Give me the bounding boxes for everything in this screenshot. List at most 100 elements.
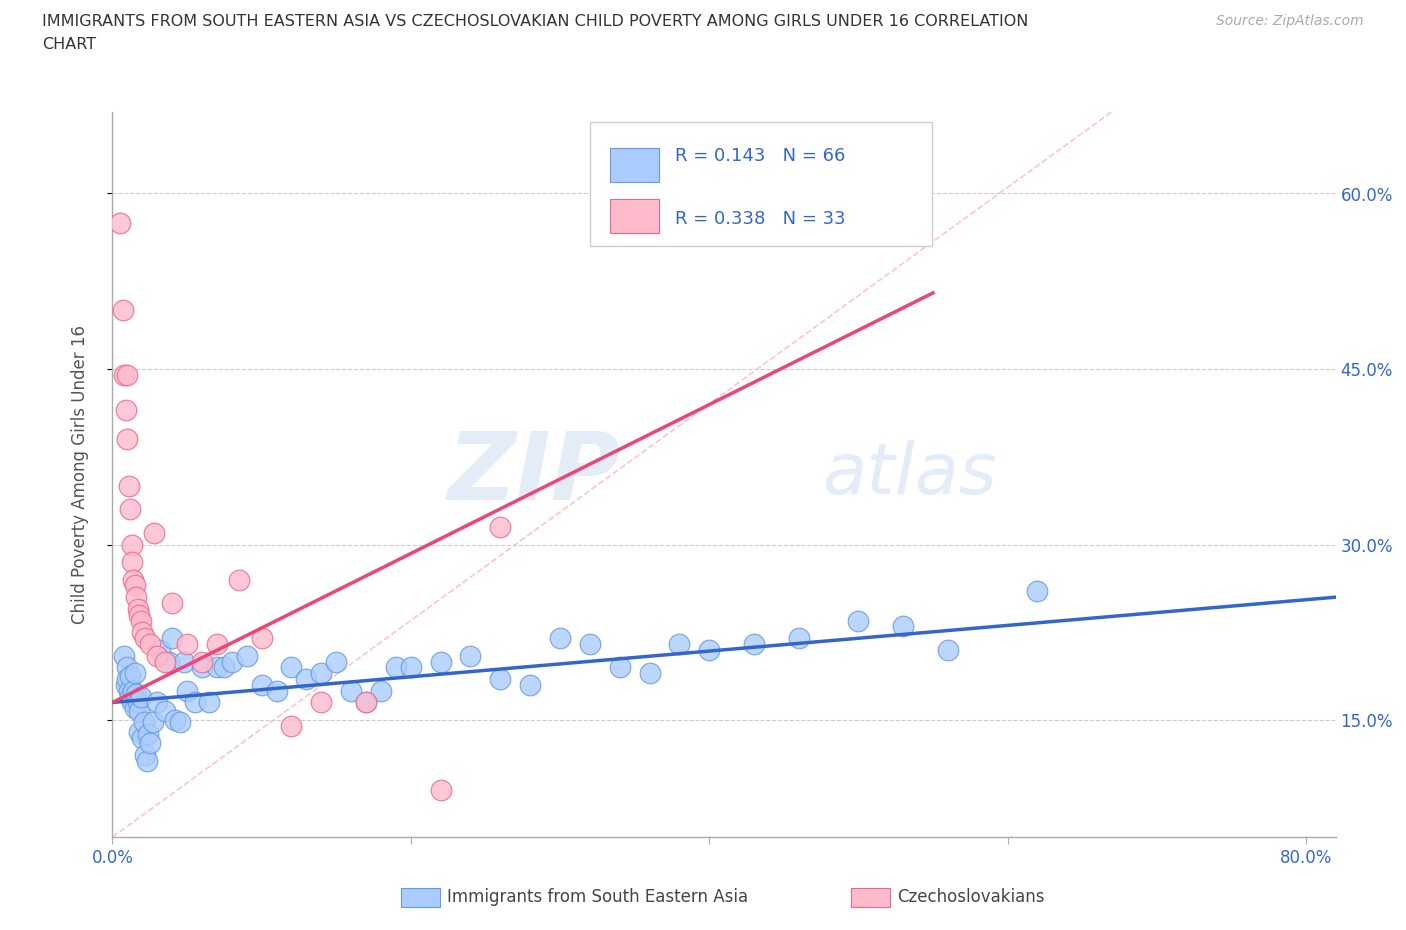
Point — [370, 684, 392, 698]
Point — [214, 660, 236, 675]
Point — [120, 502, 142, 517]
Point — [697, 643, 720, 658]
Point — [120, 689, 142, 704]
Point — [112, 648, 135, 663]
Point — [118, 479, 141, 494]
Point — [127, 602, 149, 617]
Point — [176, 636, 198, 651]
Point — [205, 660, 228, 675]
Point — [124, 701, 146, 716]
Text: R = 0.143   N = 66: R = 0.143 N = 66 — [675, 147, 845, 166]
Point — [548, 631, 571, 645]
Point — [129, 613, 152, 628]
Point — [354, 695, 377, 710]
Point — [149, 643, 172, 658]
Point — [489, 671, 512, 686]
Point — [153, 654, 176, 669]
Point — [429, 654, 451, 669]
Point — [579, 636, 602, 651]
Point — [128, 724, 150, 739]
Point — [117, 660, 139, 675]
Text: Source: ZipAtlas.com: Source: ZipAtlas.com — [1216, 14, 1364, 28]
Point — [198, 695, 221, 710]
Point — [295, 671, 318, 686]
Point — [429, 783, 451, 798]
Text: CHART: CHART — [42, 37, 96, 52]
Point — [638, 666, 661, 681]
Point — [139, 736, 162, 751]
Point — [936, 643, 959, 658]
Point — [235, 648, 257, 663]
Point — [668, 636, 690, 651]
Point — [311, 666, 333, 681]
Point — [117, 432, 139, 446]
Point — [846, 613, 869, 628]
Text: ZIP: ZIP — [447, 429, 620, 520]
Point — [280, 660, 302, 675]
Point — [385, 660, 408, 675]
Point — [160, 631, 183, 645]
Point — [325, 654, 347, 669]
Point — [266, 684, 288, 698]
Point — [787, 631, 810, 645]
Point — [146, 695, 169, 710]
Text: IMMIGRANTS FROM SOUTH EASTERN ASIA VS CZECHOSLOVAKIAN CHILD POVERTY AMONG GIRLS : IMMIGRANTS FROM SOUTH EASTERN ASIA VS CZ… — [42, 14, 1029, 29]
Point — [115, 677, 138, 692]
Text: R = 0.338   N = 33: R = 0.338 N = 33 — [675, 210, 846, 229]
Point — [132, 715, 155, 730]
Y-axis label: Child Poverty Among Girls Under 16: Child Poverty Among Girls Under 16 — [70, 325, 89, 624]
Point — [125, 590, 148, 604]
Point — [173, 654, 195, 669]
Point — [160, 595, 183, 610]
Point — [135, 753, 157, 768]
Point — [460, 648, 482, 663]
Point — [169, 715, 191, 730]
Point — [399, 660, 422, 675]
Point — [153, 703, 176, 718]
Point — [176, 684, 198, 698]
Point — [250, 631, 273, 645]
Point — [1026, 584, 1049, 599]
Point — [191, 660, 214, 675]
Point — [165, 712, 187, 727]
Point — [191, 654, 214, 669]
Point — [108, 216, 131, 231]
Point — [250, 677, 273, 692]
Point — [118, 684, 141, 698]
Point — [112, 367, 135, 382]
Point — [117, 671, 139, 686]
Point — [891, 619, 914, 634]
Point — [134, 748, 156, 763]
Point — [131, 730, 153, 745]
Point — [127, 695, 149, 710]
Point — [609, 660, 631, 675]
Point — [129, 689, 152, 704]
Point — [139, 636, 162, 651]
Point — [489, 520, 512, 535]
Point — [122, 684, 145, 698]
Point — [125, 687, 148, 702]
Bar — [610, 148, 659, 182]
Point — [354, 695, 377, 710]
Point — [519, 677, 541, 692]
Text: Immigrants from South Eastern Asia: Immigrants from South Eastern Asia — [447, 888, 748, 907]
Point — [143, 525, 166, 540]
Point — [136, 726, 159, 741]
Point — [146, 648, 169, 663]
Text: atlas: atlas — [823, 440, 997, 509]
Point — [183, 695, 205, 710]
Point — [131, 625, 153, 640]
Point — [340, 684, 363, 698]
Point — [120, 668, 142, 683]
Point — [205, 636, 228, 651]
Point — [157, 654, 180, 669]
Point — [128, 703, 150, 718]
Point — [128, 607, 150, 622]
Point — [121, 537, 143, 551]
Point — [142, 715, 165, 730]
Point — [121, 695, 143, 710]
Point — [117, 367, 139, 382]
Point — [124, 578, 146, 593]
Point — [280, 718, 302, 733]
Point — [221, 654, 243, 669]
